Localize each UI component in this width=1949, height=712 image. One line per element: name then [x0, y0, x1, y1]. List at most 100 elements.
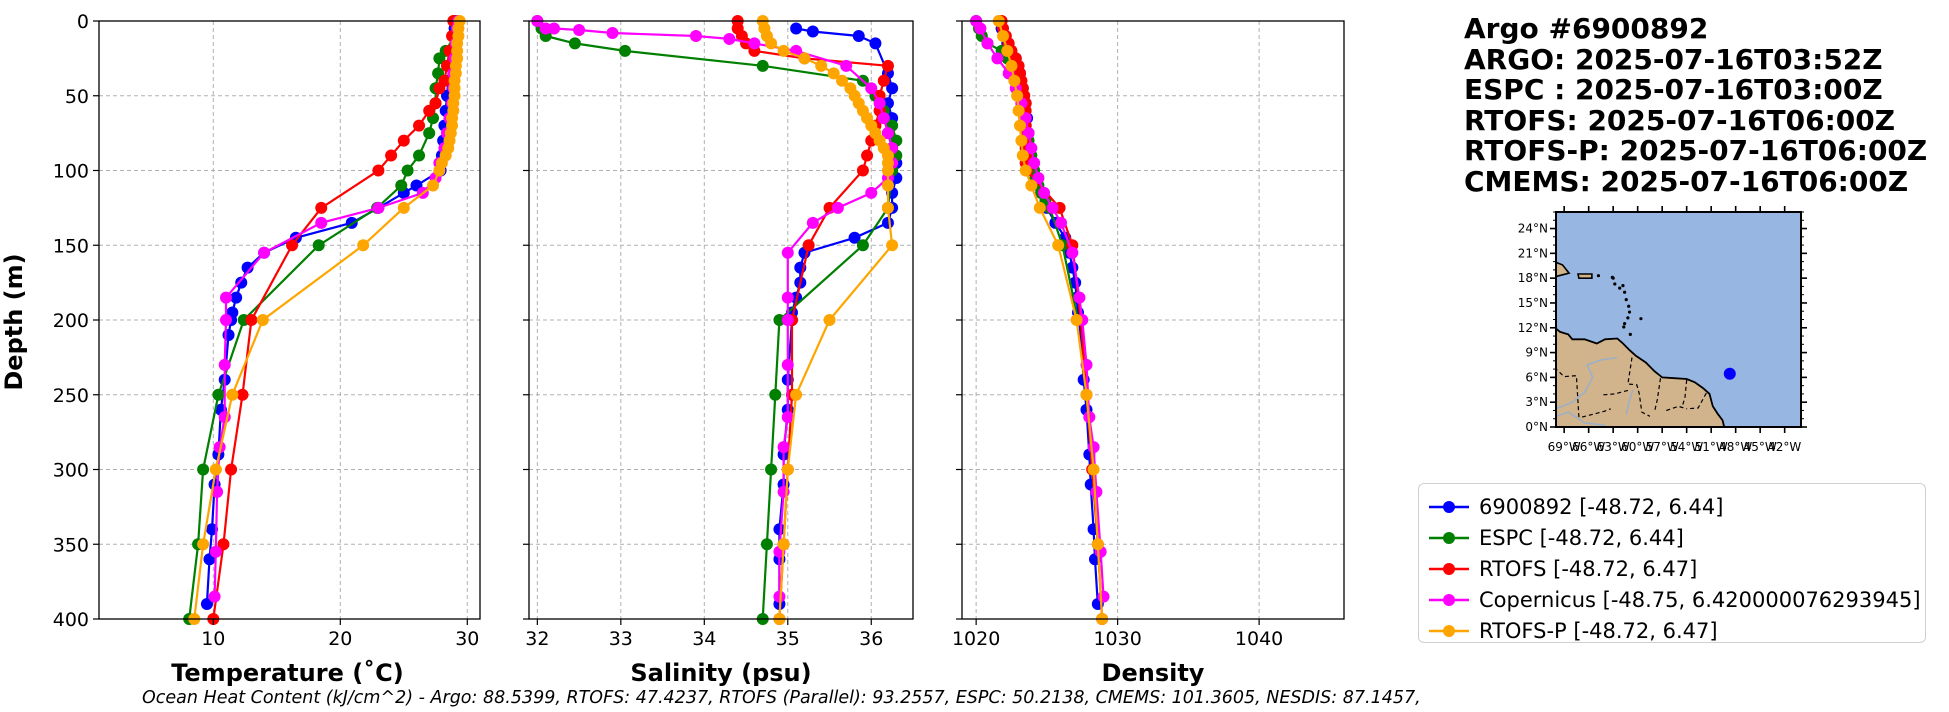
- map-lon-label: 66°W: [1572, 440, 1605, 454]
- data-point-rtofsp: [1025, 179, 1038, 192]
- map-lon-label: 63°W: [1597, 440, 1630, 454]
- x-tick-label: 1040: [1235, 628, 1283, 650]
- data-point-rtofs: [856, 164, 869, 177]
- data-point-rtofs: [245, 314, 258, 326]
- map-island: [1623, 322, 1627, 326]
- legend-marker-espc: [1429, 532, 1469, 544]
- data-point-rtofsp: [1014, 119, 1027, 132]
- data-point-copernicus: [781, 246, 794, 259]
- x-tick-label: 30: [455, 628, 479, 650]
- data-point-copernicus: [1028, 157, 1041, 170]
- data-point-rtofsp: [881, 201, 894, 214]
- title-argo-time: ARGO: 2025-07-16T03:52Z: [1464, 42, 1883, 76]
- map-river: [1625, 389, 1634, 415]
- series-rtofs: [207, 15, 460, 625]
- map-island: [1621, 283, 1625, 288]
- data-point-copernicus: [777, 441, 790, 454]
- data-point-copernicus: [865, 82, 878, 95]
- data-point-espc: [773, 314, 786, 326]
- map-lat-label: 6°N: [1525, 370, 1548, 384]
- legend-dot: [1443, 625, 1455, 637]
- legend-label-rtofs: RTOFS [-48.72, 6.47]: [1479, 557, 1698, 581]
- data-point-rtofs: [397, 134, 410, 147]
- data-point-copernicus: [840, 59, 853, 72]
- data-point-rtofsp: [997, 29, 1010, 42]
- series-copernicus: [531, 15, 899, 603]
- map-lon-label: 51°W: [1695, 440, 1728, 454]
- data-point-copernicus: [981, 37, 994, 50]
- data-point-rtofsp: [197, 538, 210, 551]
- series-line-espc: [536, 20, 898, 620]
- data-point-copernicus: [1038, 186, 1051, 199]
- data-point-rtofs: [372, 164, 385, 177]
- data-point-rtofs: [802, 239, 815, 252]
- map-river: [1556, 356, 1618, 410]
- data-point-copernicus: [881, 127, 894, 140]
- data-point-espc: [765, 463, 778, 476]
- data-point-rtofsp: [1008, 74, 1021, 87]
- data-point-copernicus: [781, 291, 794, 304]
- data-point-rtofs: [423, 104, 436, 117]
- data-point-rtofs: [433, 82, 446, 95]
- data-point-copernicus: [1090, 485, 1103, 498]
- data-point-espc: [212, 388, 225, 401]
- data-point-copernicus: [218, 358, 231, 371]
- map-lon-label: 60°W: [1621, 440, 1654, 454]
- y-tick-label: 100: [53, 161, 89, 183]
- map-border: [1556, 368, 1580, 418]
- data-point-espc: [619, 44, 631, 57]
- data-point-rtofsp: [256, 314, 269, 326]
- data-point-espc: [423, 127, 436, 140]
- data-point-espc: [312, 239, 325, 252]
- data-point-argo: [773, 523, 786, 536]
- map-lat-label: 12°N: [1518, 321, 1548, 335]
- x-tick-label: 1030: [1093, 628, 1141, 650]
- data-point-copernicus: [209, 545, 222, 558]
- data-point-argo: [230, 291, 243, 304]
- x-tick-label: 34: [692, 628, 716, 650]
- legend-dot: [1443, 501, 1455, 513]
- title-rtofs-time: RTOFS: 2025-07-16T06:00Z: [1464, 103, 1896, 137]
- title-argo-id: Argo #6900892: [1464, 12, 1709, 45]
- data-point-copernicus: [689, 29, 702, 42]
- legend: 6900892 [-48.72, 6.44] ESPC [-48.72, 6.4…: [1418, 483, 1926, 643]
- data-point-rtofsp: [777, 538, 790, 551]
- data-point-rtofsp: [1012, 104, 1025, 117]
- legend-dot: [1443, 532, 1455, 544]
- data-point-espc: [395, 179, 408, 192]
- data-point-copernicus: [220, 314, 232, 326]
- legend-label-rtofsp: RTOFS-P [-48.72, 6.47]: [1479, 619, 1718, 643]
- data-point-argo: [886, 82, 899, 95]
- map-land-south-america: [1556, 327, 1726, 427]
- data-point-rtofsp: [886, 239, 899, 252]
- y-tick-label: 50: [65, 86, 89, 108]
- data-point-copernicus: [723, 32, 736, 45]
- data-point-rtofs: [225, 463, 238, 476]
- legend-item-rtofs: RTOFS [-48.72, 6.47]: [1427, 554, 1697, 584]
- map-lon-label: 57°W: [1646, 440, 1679, 454]
- data-point-rtofsp: [881, 179, 894, 192]
- map-island: [1623, 290, 1627, 294]
- data-point-copernicus: [1055, 216, 1068, 229]
- data-point-copernicus: [315, 216, 328, 229]
- data-point-rtofsp: [1005, 59, 1018, 72]
- legend-label-argo: 6900892 [-48.72, 6.44]: [1479, 495, 1724, 519]
- data-point-rtofsp: [815, 59, 828, 72]
- map-lon-label: 45°W: [1744, 440, 1777, 454]
- argo-float-marker: [1723, 367, 1736, 380]
- data-point-copernicus: [781, 411, 794, 424]
- data-point-rtofsp: [1091, 538, 1104, 551]
- y-tick-label: 200: [53, 310, 89, 332]
- title-espc-time: ESPC : 2025-07-16T03:00Z: [1464, 73, 1883, 106]
- density-panel: 1020 1030 1040 Density: [952, 15, 1345, 687]
- data-point-espc: [856, 239, 869, 252]
- temperature-panel: 0 50 100 150 200 250 300 350 400 10 20 30 Temperatur…: [53, 11, 481, 687]
- data-point-rtofsp: [823, 314, 836, 326]
- data-point-copernicus: [372, 201, 385, 214]
- data-point-copernicus: [831, 201, 844, 214]
- data-point-argo: [790, 22, 803, 35]
- series-copernicus: [208, 15, 465, 603]
- data-point-copernicus: [865, 186, 878, 199]
- data-point-copernicus: [806, 216, 819, 229]
- map-border: [1603, 389, 1631, 396]
